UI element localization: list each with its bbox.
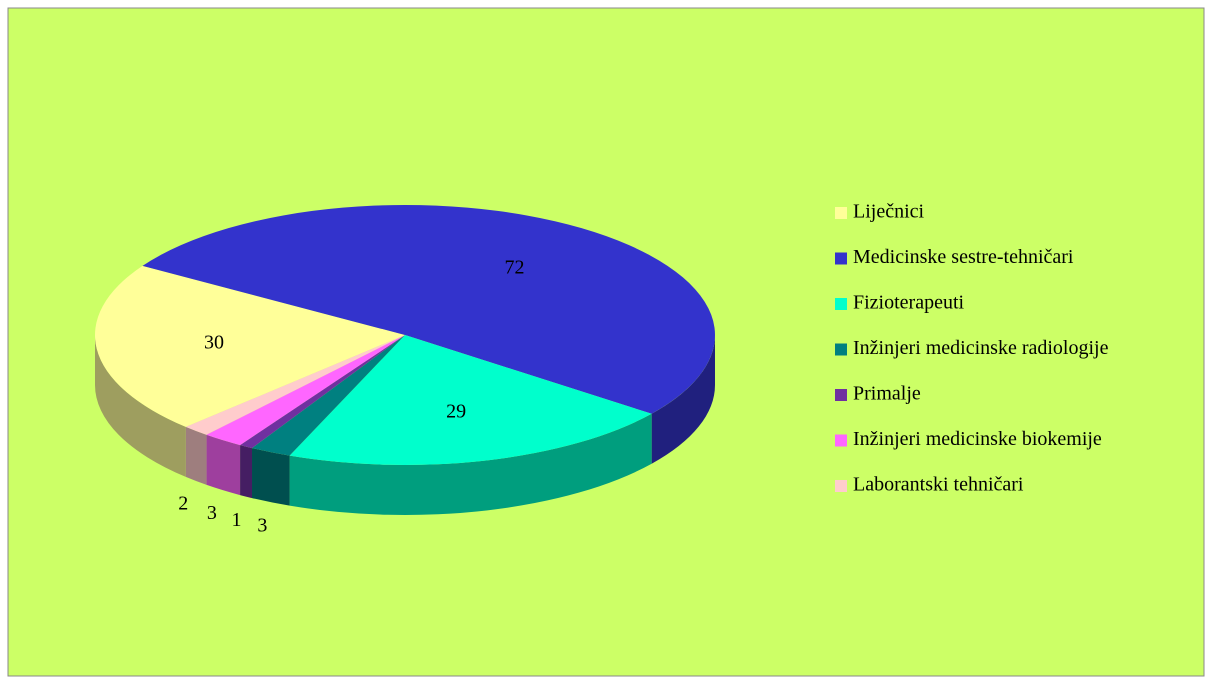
data-label: 29 <box>446 400 466 422</box>
legend-label: Inžinjeri medicinske biokemije <box>853 428 1102 450</box>
legend-label: Fizioterapeuti <box>853 292 965 314</box>
data-label: 30 <box>204 332 224 354</box>
slice-side <box>289 413 652 516</box>
legend-swatch <box>835 434 847 447</box>
data-label: 3 <box>257 515 267 537</box>
legend-swatch <box>835 252 847 265</box>
data-label: 1 <box>231 509 241 531</box>
legend-swatch <box>835 343 847 356</box>
legend-swatch <box>835 207 847 219</box>
slice-side <box>252 448 290 506</box>
data-label: 2 <box>178 492 188 514</box>
data-label: 3 <box>207 502 217 524</box>
slice <box>94 265 405 427</box>
legend-swatch <box>835 389 847 401</box>
data-label: 72 <box>504 256 524 278</box>
legend-label: Liječnici <box>853 201 925 223</box>
legend-swatch <box>835 480 847 492</box>
slice <box>206 335 405 446</box>
slice-side <box>240 445 253 499</box>
legend-label: Primalje <box>853 383 921 405</box>
slice <box>142 205 715 414</box>
legend-label: Laborantski tehničari <box>853 474 1024 496</box>
legend-swatch <box>835 298 847 310</box>
slice-side <box>185 426 207 485</box>
slice <box>252 335 405 456</box>
slice <box>289 335 652 465</box>
slice-side <box>95 335 186 477</box>
slice-side <box>206 434 241 496</box>
legend-label: Medicinske sestre-tehničari <box>853 246 1074 268</box>
slice <box>185 335 405 435</box>
slice-side <box>651 335 715 464</box>
legend-label: Inžinjeri medicinske radiologije <box>853 337 1109 359</box>
slice <box>240 335 405 449</box>
